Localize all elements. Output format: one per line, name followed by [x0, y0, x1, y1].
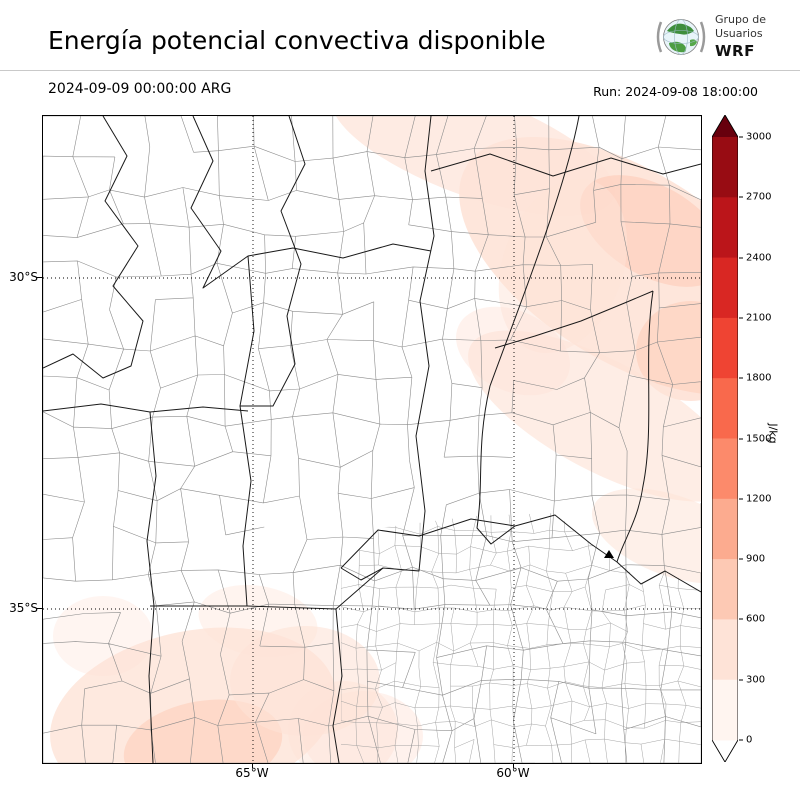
colorbar: [711, 114, 739, 763]
logo-text: Grupo de Usuarios WRF: [715, 13, 766, 61]
department-boundaries: [43, 116, 701, 763]
globe-icon: [656, 19, 706, 55]
colorbar-unit-label: J/kg: [766, 423, 780, 444]
map-svg: [43, 116, 701, 763]
colorbar-tick: 0: [739, 735, 752, 746]
colorbar-tick: 1500: [739, 433, 771, 444]
colorbar-tick: 3000: [739, 132, 771, 143]
cape-shading: [50, 116, 701, 763]
lat-label-35s: 35°S: [9, 601, 38, 615]
map-plot-area: [42, 115, 702, 764]
page-title: Energía potencial convectiva disponible: [48, 26, 546, 55]
lon-tick-65w: [252, 763, 253, 768]
colorbar-tick: 900: [739, 554, 765, 565]
lon-label-60w: 60°W: [496, 766, 530, 780]
colorbar-tick: 1200: [739, 493, 771, 504]
run-label: Run: 2024-09-08 18:00:00: [593, 84, 758, 99]
colorbar-tick: 2400: [739, 252, 771, 263]
colorbar-tick: 2100: [739, 312, 771, 323]
province-boundaries: [43, 116, 701, 763]
colorbar-tick: 2700: [739, 192, 771, 203]
lat-label-30s: 30°S: [9, 270, 38, 284]
graticule: [43, 116, 701, 763]
colorbar-gradient: [711, 114, 739, 763]
lon-label-65w: 65°W: [235, 766, 269, 780]
lat-tick-35s: [37, 608, 42, 609]
lat-tick-30s: [37, 277, 42, 278]
colorbar-ticks: 0 300 600 900 1200 1500 1800 2100 2400 2700 3000: [712, 132, 782, 746]
colorbar-tick: 600: [739, 614, 765, 625]
logo-line-1: Grupo de: [715, 12, 766, 26]
buenos-aires-city-marker: [604, 550, 614, 558]
logo-line-2: Usuarios: [715, 27, 763, 41]
colorbar-tick: 1800: [739, 373, 771, 384]
header-divider: [0, 70, 800, 71]
valid-time-label: 2024-09-09 00:00:00 ARG: [48, 81, 232, 97]
logo-wrf: WRF: [715, 41, 755, 60]
colorbar-tick: 300: [739, 674, 765, 685]
wrf-logo: Grupo de Usuarios WRF: [654, 10, 766, 64]
lon-tick-60w: [513, 763, 514, 768]
